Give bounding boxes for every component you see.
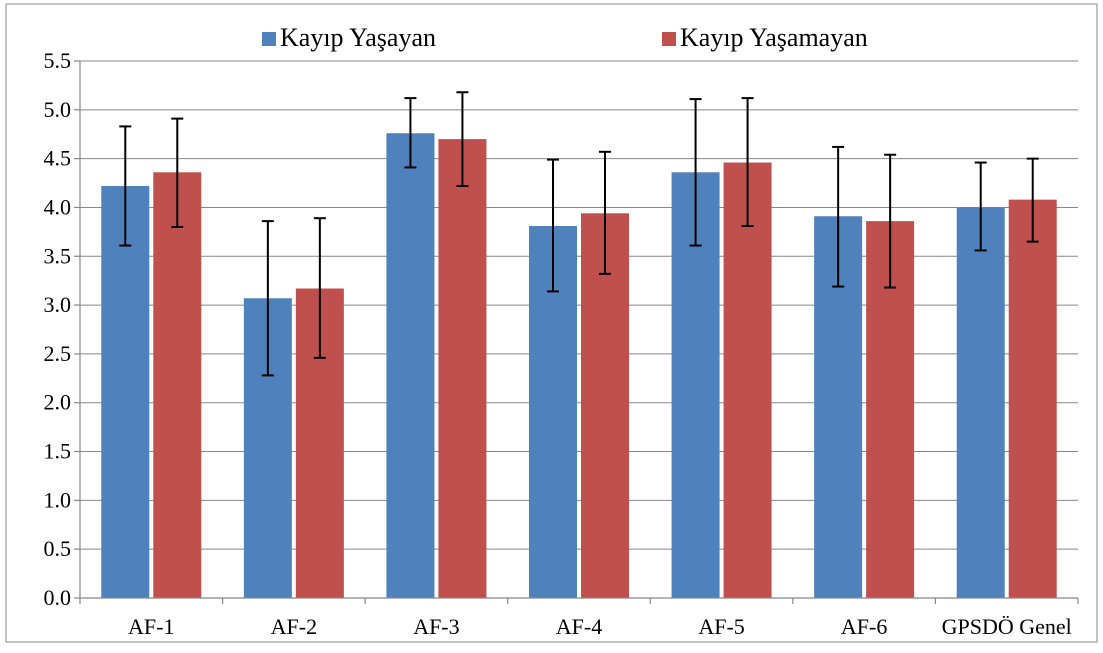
y-tick-label: 0.0: [44, 585, 72, 610]
x-tick-label: AF-1: [128, 614, 174, 639]
y-tick-label: 1.0: [44, 487, 72, 512]
y-tick-label: 3.0: [44, 292, 72, 317]
y-tick-label: 5.0: [44, 97, 72, 122]
bar-series-2: [438, 139, 487, 599]
x-tick-label: AF-5: [698, 614, 744, 639]
bar-series-2: [723, 162, 772, 599]
bar-series-1: [101, 185, 150, 598]
bar-series-2: [1008, 199, 1057, 599]
error-bars: [119, 91, 1039, 377]
y-tick-label: 4.0: [44, 194, 72, 219]
x-tick-label: AF-6: [841, 614, 887, 639]
y-tick-label: 4.5: [44, 146, 72, 171]
y-tick-label: 2.0: [44, 390, 72, 415]
legend-swatch-series-1: [262, 32, 276, 46]
y-tick-label: 2.5: [44, 341, 72, 366]
y-tick-label: 1.5: [44, 439, 72, 464]
bar-series-1: [386, 133, 435, 598]
bar-series-2: [153, 172, 202, 598]
x-tick-label: GPSDÖ Genel: [942, 614, 1072, 639]
y-tick-label: 5.5: [44, 48, 72, 73]
legend: Kayıp Yaşayan Kayıp Yaşamayan: [262, 23, 868, 52]
legend-swatch-series-2: [662, 32, 676, 46]
legend-label-series-2: Kayıp Yaşamayan: [680, 23, 868, 52]
bars: [101, 133, 1057, 599]
x-tick-label: AF-4: [556, 614, 602, 639]
y-tick-label: 3.5: [44, 243, 72, 268]
x-tick-label: AF-3: [413, 614, 459, 639]
bar-series-2: [581, 213, 629, 598]
legend-label-series-1: Kayıp Yaşayan: [280, 23, 436, 52]
bar-series-1: [956, 207, 1005, 599]
axes: 0.0 0.5 1.0 1.5 2.0 2.5 3.0 3.5 4.0 4.5 5.0 5.5 AF-1…: [44, 48, 1079, 639]
x-tick-label: AF-2: [271, 614, 317, 639]
y-tick-label: 0.5: [44, 536, 72, 561]
